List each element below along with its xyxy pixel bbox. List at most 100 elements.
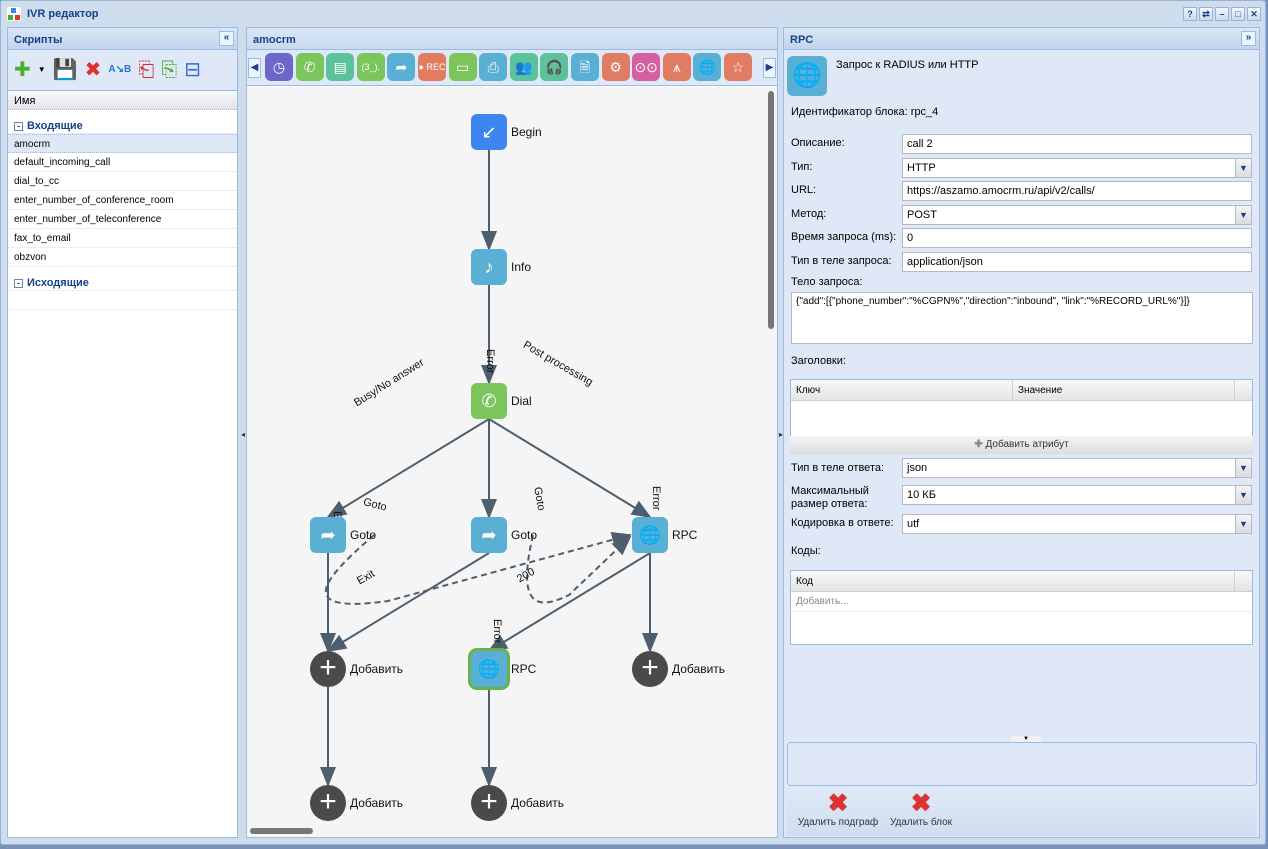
script-item[interactable]: amocrm bbox=[8, 134, 237, 153]
edge-goto1-rpc1[interactable] bbox=[324, 532, 632, 605]
import-icon[interactable]: ⎗ bbox=[138, 59, 155, 81]
block-document-button[interactable]: 🗎 bbox=[571, 53, 599, 81]
field-select[interactable]: HTTP ▼ bbox=[902, 157, 1252, 178]
collapse-group-icon[interactable]: - bbox=[14, 278, 23, 288]
script-item[interactable]: enter_number_of_conference_room bbox=[8, 191, 237, 210]
node-info[interactable]: ♪ bbox=[471, 249, 507, 285]
node-dial[interactable]: ✆ bbox=[471, 383, 507, 419]
block-digits-button[interactable]: (3_). bbox=[356, 53, 385, 81]
column-value[interactable]: Значение bbox=[1013, 380, 1235, 400]
max-size-label: Максимальный размер ответа: bbox=[791, 485, 869, 510]
max-size-value: 10 КБ bbox=[907, 489, 936, 501]
subgraph-area bbox=[787, 742, 1257, 786]
refresh-button[interactable]: ⇄ bbox=[1199, 7, 1213, 21]
edge-dial-goto1[interactable] bbox=[326, 418, 490, 519]
field-select[interactable]: POST ▼ bbox=[902, 204, 1252, 225]
column-key[interactable]: Ключ bbox=[791, 380, 1013, 400]
maximize-button[interactable]: □ bbox=[1231, 7, 1245, 21]
script-item[interactable] bbox=[8, 291, 237, 310]
block-contact-button[interactable]: ▤ bbox=[326, 53, 355, 81]
script-item[interactable]: default_incoming_call bbox=[8, 153, 237, 172]
block-hub-button[interactable]: ⩚ bbox=[662, 53, 691, 81]
script-item[interactable]: fax_to_email bbox=[8, 229, 237, 248]
tree-group[interactable]: - Входящие bbox=[8, 110, 237, 134]
close-button[interactable]: ✕ bbox=[1247, 7, 1261, 21]
node-begin[interactable]: ↙ bbox=[471, 114, 507, 150]
minimize-button[interactable]: – bbox=[1215, 7, 1229, 21]
script-item[interactable]: obzvon bbox=[8, 248, 237, 267]
column-header-name[interactable]: Имя bbox=[8, 90, 237, 110]
export-icon[interactable]: ⎘ bbox=[161, 59, 178, 81]
delete-subgraph-button[interactable]: ✖ Удалить подграф bbox=[795, 791, 881, 829]
edge-goto2-rpc1[interactable] bbox=[526, 534, 632, 604]
collapse-left-button[interactable]: « bbox=[219, 31, 234, 46]
plus-icon: ✚ bbox=[974, 439, 986, 450]
block-group-button[interactable]: 👥 bbox=[509, 53, 538, 81]
save-icon[interactable]: 💾 bbox=[52, 59, 78, 81]
request-body-textarea[interactable]: {"add":[{"phone_number":"%CGPN%","direct… bbox=[791, 292, 1253, 344]
node-add4[interactable]: + bbox=[471, 785, 507, 821]
add-code-row[interactable]: Добавить... bbox=[791, 592, 1252, 612]
max-size-select[interactable]: 10 КБ ▼ bbox=[902, 485, 1252, 505]
right-splitter[interactable]: ▸ bbox=[779, 430, 784, 439]
add-attribute-button[interactable]: ✚ Добавить атрибут bbox=[790, 436, 1253, 454]
edge-rpc1-rpc2[interactable] bbox=[487, 552, 651, 653]
block-voicemail-button[interactable]: ⊙⊙ bbox=[632, 53, 661, 81]
node-goto2[interactable]: ➦ bbox=[471, 517, 507, 553]
block-star-button[interactable]: ☆ bbox=[724, 53, 752, 81]
node-rpc1[interactable]: 🌐 bbox=[632, 517, 668, 553]
block-headset-button[interactable]: 🎧 bbox=[540, 53, 569, 81]
node-add3[interactable]: + bbox=[310, 785, 346, 821]
field-input[interactable]: 0 bbox=[902, 228, 1252, 248]
block-record-button[interactable]: ● REC bbox=[418, 53, 446, 81]
delete-block-button[interactable]: ✖ Удалить блок bbox=[885, 791, 957, 829]
edge-goto2-add1[interactable] bbox=[326, 552, 490, 653]
globe-icon: 🌐 bbox=[698, 59, 717, 75]
encoding-select[interactable]: utf ▼ bbox=[902, 514, 1252, 534]
node-rpc2[interactable]: 🌐 bbox=[471, 651, 507, 687]
chevron-down-icon[interactable]: ▼ bbox=[1235, 158, 1251, 177]
help-button[interactable]: ? bbox=[1183, 7, 1197, 21]
horizontal-scrollbar[interactable] bbox=[250, 828, 313, 834]
scroll-right-button[interactable]: ▶ bbox=[763, 58, 776, 78]
node-goto1[interactable]: ➦ bbox=[310, 517, 346, 553]
block-gear-button[interactable]: ⚙ bbox=[601, 53, 630, 81]
edge-label: Error bbox=[491, 619, 503, 644]
delete-icon[interactable]: ✖ bbox=[84, 59, 102, 81]
field-input[interactable]: application/json bbox=[902, 251, 1252, 272]
add-dropdown-icon[interactable]: ▼ bbox=[37, 65, 46, 74]
chevron-down-icon[interactable]: ▼ bbox=[1235, 486, 1251, 504]
properties-icon[interactable]: ⊟ bbox=[184, 59, 201, 81]
block-globe-button[interactable]: 🌐 bbox=[693, 53, 722, 81]
expand-handle[interactable]: ▼ bbox=[1011, 736, 1041, 742]
node-label: Info bbox=[511, 260, 532, 274]
script-item[interactable]: dial_to_cc bbox=[8, 172, 237, 191]
block-fax-button[interactable]: ⎙ bbox=[479, 53, 508, 81]
add-icon[interactable]: ✚ bbox=[14, 59, 31, 81]
block-phone-button[interactable]: ✆ bbox=[295, 53, 324, 81]
collapse-group-icon[interactable]: - bbox=[14, 121, 23, 131]
block-goto-button[interactable]: ➦ bbox=[387, 53, 416, 81]
rename-icon[interactable]: A↘B bbox=[108, 64, 132, 75]
tree-group[interactable]: - Исходящие bbox=[8, 267, 237, 291]
request-body-label: Тело запроса: bbox=[791, 276, 863, 288]
scroll-left-button[interactable]: ◀ bbox=[248, 58, 261, 78]
block-card-button[interactable]: ▭ bbox=[448, 53, 477, 81]
actions-bar: ✖ Удалить подграф ✖ Удалить блок bbox=[787, 788, 1257, 836]
column-code[interactable]: Код bbox=[791, 571, 1235, 591]
block-clock-button[interactable]: ◷ bbox=[265, 53, 293, 81]
left-splitter[interactable]: ◂ bbox=[241, 430, 246, 439]
edge-dial-rpc1[interactable] bbox=[488, 418, 652, 519]
field-input[interactable]: https://aszamo.amocrm.ru/api/v2/calls/ bbox=[902, 181, 1252, 201]
chevron-down-icon[interactable]: ▼ bbox=[1235, 515, 1251, 533]
collapse-right-button[interactable]: » bbox=[1241, 31, 1256, 46]
chevron-down-icon[interactable]: ▼ bbox=[1235, 205, 1251, 224]
response-type-select[interactable]: json ▼ bbox=[902, 458, 1252, 478]
node-add2[interactable]: + bbox=[632, 651, 668, 687]
script-item[interactable]: enter_number_of_teleconference bbox=[8, 210, 237, 229]
chevron-down-icon[interactable]: ▼ bbox=[1235, 459, 1251, 477]
node-add1[interactable]: + bbox=[310, 651, 346, 687]
field-input[interactable]: call 2 bbox=[902, 134, 1252, 154]
vertical-scrollbar[interactable] bbox=[768, 91, 774, 329]
